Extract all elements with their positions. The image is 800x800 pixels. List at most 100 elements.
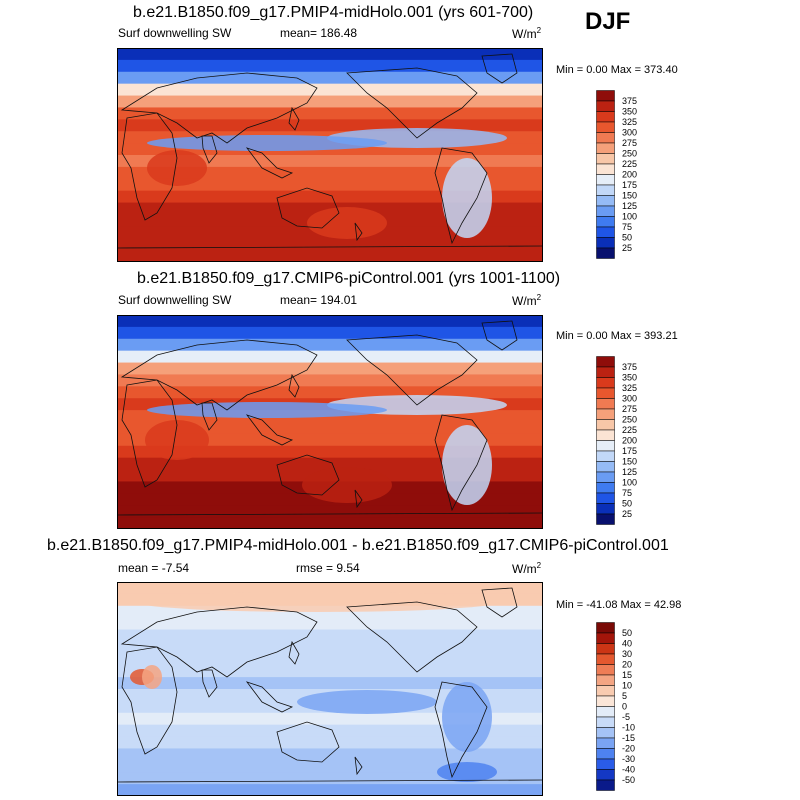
latitude-band <box>117 374 543 387</box>
colorbar-tick-label: -15 <box>622 733 635 743</box>
latitude-band <box>117 95 543 109</box>
colorbar-swatch <box>596 461 615 473</box>
colorbar-swatch <box>596 408 615 420</box>
latitude-band <box>117 326 543 340</box>
panel3-map <box>117 582 543 796</box>
colorbar-swatch <box>596 216 615 228</box>
colorbar-tick-label: 0 <box>622 702 627 712</box>
map-field-blob <box>307 207 387 239</box>
colorbar-tick-label: 50 <box>622 628 632 638</box>
colorbar-swatch <box>596 226 615 238</box>
colorbar-swatch <box>596 387 615 399</box>
coastline <box>121 112 178 221</box>
map-field-blob <box>442 425 492 505</box>
colorbar-swatch <box>596 695 615 707</box>
colorbar-tick-label: 350 <box>622 107 637 117</box>
colorbar-tick-label: 30 <box>622 649 632 659</box>
colorbar-swatch <box>596 482 615 494</box>
latitude-band <box>117 71 543 85</box>
coastline <box>245 681 294 713</box>
colorbar-tick-label: -10 <box>622 723 635 733</box>
colorbar-swatch <box>596 632 615 644</box>
panel2-title: b.e21.B1850.f09_g17.CMIP6-piControl.001 … <box>137 270 561 287</box>
colorbar-tick-label: 275 <box>622 404 637 414</box>
colorbar-tick-label: 300 <box>622 394 637 404</box>
colorbar-swatch <box>596 471 615 483</box>
colorbar-swatch <box>596 398 615 410</box>
latitude-band <box>117 48 543 61</box>
coastline <box>201 135 218 164</box>
coastline <box>481 320 518 351</box>
latitude-band <box>117 178 543 192</box>
coastline <box>201 402 218 431</box>
colorbar-tick-label: -50 <box>622 775 635 785</box>
latitude-band <box>117 457 543 471</box>
colorbar-tick-label: 150 <box>622 457 637 467</box>
colorbar-tick-label: 25 <box>622 509 632 519</box>
colorbar-tick-label: 175 <box>622 446 637 456</box>
colorbar-tick-label: 100 <box>622 478 637 488</box>
coastline <box>346 601 478 673</box>
colorbar-swatch <box>596 111 615 123</box>
colorbar-swatch <box>596 769 615 781</box>
colorbar-swatch <box>596 184 615 196</box>
map-field-blob <box>147 135 387 151</box>
colorbar-tick-label: -30 <box>622 754 635 764</box>
panel3-units: W/m2 <box>512 561 542 576</box>
colorbar-tick-label: 10 <box>622 681 632 691</box>
colorbar-swatch <box>596 377 615 389</box>
map-field-blob <box>147 402 387 418</box>
season-label: DJF <box>585 8 631 35</box>
colorbar-swatch <box>596 366 615 378</box>
colorbar-swatch <box>596 492 615 504</box>
colorbar-tick-label: 225 <box>622 159 637 169</box>
coastline <box>121 379 178 488</box>
map-field-blob <box>145 420 209 460</box>
latitude-band <box>117 350 543 364</box>
latitude-band <box>117 617 543 631</box>
latitude-band <box>117 433 543 447</box>
coastline <box>354 222 363 242</box>
map-field-blob <box>137 592 497 612</box>
coastline <box>117 512 543 516</box>
colorbar-swatch <box>596 664 615 676</box>
panel1-map <box>117 48 543 262</box>
colorbar-tick-label: 200 <box>622 436 637 446</box>
colorbar-swatch <box>596 100 615 112</box>
coastline <box>276 454 340 496</box>
panel2-mean: mean= 194.01 <box>280 293 358 307</box>
latitude-band <box>117 445 543 459</box>
coastline <box>117 779 543 783</box>
colorbar-swatch <box>596 513 615 525</box>
coastline <box>346 334 478 406</box>
colorbar-swatch <box>596 716 615 728</box>
latitude-band <box>117 238 543 251</box>
coastline <box>120 72 318 144</box>
panel2-colorbar: 3753503253002752502252001751501251007550… <box>596 356 637 525</box>
coastline <box>245 414 294 446</box>
coastline <box>354 756 363 776</box>
coastline <box>481 587 518 618</box>
colorbar-tick-label: 15 <box>622 670 632 680</box>
coastline <box>434 681 488 779</box>
colorbar-swatch <box>596 737 615 749</box>
coastline <box>434 414 488 512</box>
colorbar-tick-label: 50 <box>622 499 632 509</box>
colorbar-tick-label: 225 <box>622 425 637 435</box>
colorbar-swatch <box>596 419 615 431</box>
colorbar-tick-label: -5 <box>622 712 630 722</box>
panel3-rmse: rmse = 9.54 <box>296 561 360 575</box>
panel3-title: b.e21.B1850.f09_g17.PMIP4-midHolo.001 - … <box>47 537 669 554</box>
map-field-blob <box>147 150 207 186</box>
colorbar-swatch <box>596 429 615 441</box>
latitude-band <box>117 712 543 726</box>
colorbar-swatch <box>596 685 615 697</box>
colorbar-tick-label: -20 <box>622 744 635 754</box>
colorbar-tick-label: 50 <box>622 233 632 243</box>
colorbar-tick-label: 175 <box>622 180 637 190</box>
colorbar-swatch <box>596 153 615 165</box>
latitude-band <box>117 166 543 180</box>
latitude-band <box>117 677 543 690</box>
colorbar-swatch <box>596 247 615 259</box>
map-field-blob <box>437 762 497 782</box>
